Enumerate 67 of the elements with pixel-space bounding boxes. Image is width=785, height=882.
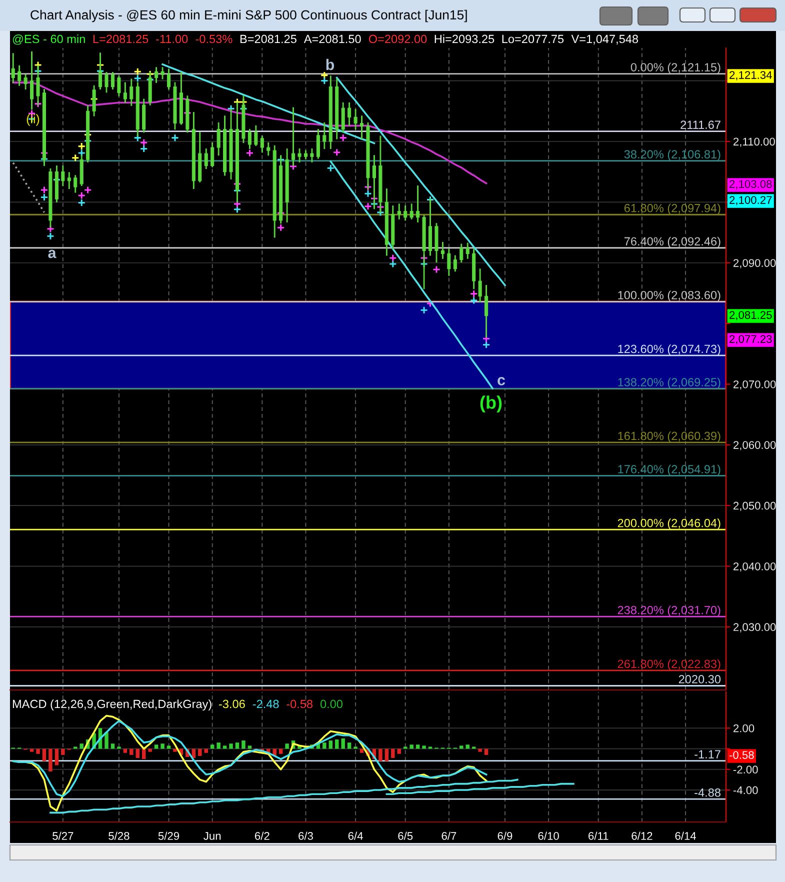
text: A=2081.50 [304,34,361,44]
text: 2,103.08 [730,180,772,190]
ref-line-label: 0.00% (2,121.15) [630,62,720,74]
x-tick-label: 6/12 [632,832,652,840]
y-tick-label: 2,040.00 [734,562,776,572]
y-tick-label: -2.00 [733,766,758,774]
x-tick-label: 6/14 [675,832,696,840]
text: 2,081.25 [730,311,772,320]
text: 2,100.27 [730,196,772,206]
y-tick-label: 2,050.00 [734,502,776,511]
ref-line-label: 2020.30 [678,675,721,684]
x-tick-label: 6/9 [498,832,512,840]
ref-line-label: 138.20% (2,069.25) [618,378,720,389]
ref-line-label: 2111.67 [680,120,720,129]
x-tick-label: 5/28 [108,832,130,840]
ref-line-label: 38.20% (2,106.81) [624,150,720,161]
y-tick-label: 2,090.00 [734,259,776,268]
y-tick-label: 2,070.00 [734,380,776,390]
text: L=2081.25 [93,34,148,44]
text: B=2081.25 [240,34,296,44]
ref-line-label: 200.00% (2,046.04) [618,518,720,530]
text: Lo=2077.75 [502,34,564,44]
x-tick-label: 6/3 [298,832,313,840]
ref-line-label: 123.60% (2,074.73) [618,344,720,356]
ref-line-label: 61.80% (2,097.94) [624,204,720,215]
y-tick-label: 2,030.00 [734,623,776,632]
ref-line-label: 161.80% (2,060.39) [618,431,720,442]
x-tick-label: 6/5 [398,832,413,840]
y-tick-label: 2,060.00 [734,441,776,450]
x-tick-label: 6/2 [255,832,270,840]
annotation: -3.06 [219,700,245,708]
annotation: a [48,250,56,258]
ref-line-label: 261.80% (2,022.83) [618,659,720,670]
annotation: (ii) [26,114,40,126]
x-tick-label: 6/7 [442,832,456,840]
x-tick-label: 5/29 [158,832,180,840]
x-tick-label: 5/27 [52,832,74,840]
annotation: -2.48 [252,700,279,708]
ref-line-label: 176.40% (2,054.91) [618,464,720,476]
x-tick-label: 6/4 [348,832,363,840]
text: 2,077.23 [730,335,772,344]
text: -0.53% [196,34,232,44]
annotation: -0.58 [286,700,313,708]
y-tick-label: 2.00 [734,724,754,732]
x-tick-label: 6/10 [538,832,559,840]
chart-subtitle: @ES - 60 min [12,34,85,45]
ref-line-label: 100.00% (2,083.60) [618,290,720,302]
annotation: (b) [480,396,502,412]
annotation: b [326,58,334,70]
annotation: 0.00 [320,700,343,708]
text: -11.00 [156,34,188,44]
x-tick-label: Jun [204,832,221,840]
text: O=2092.00 [368,34,427,44]
ref-line-label: 238.20% (2,031.70) [618,606,720,617]
text: -0.58 [729,751,754,759]
x-tick-label: 6/11 [588,832,608,840]
chart-title: Chart Analysis - @ES 60 min E-mini S&P 500 Continuous Contract [Jun15] [30,10,467,22]
y-tick-label: -4.00 [733,786,758,794]
text: V=1,047,548 [571,34,638,45]
ref-line-label: 76.40% (2,092.46) [624,236,720,248]
ref-line-label: -4.88 [694,788,720,797]
text: 2,121.34 [730,71,772,80]
ref-line-label: -1.17 [694,750,720,758]
annotation: c [498,377,506,386]
y-tick-label: 2,110.00 [734,138,775,147]
text: Hi=2093.25 [434,34,494,44]
text: MACD (12,26,9,Green,Red,DarkGray) [12,699,212,711]
